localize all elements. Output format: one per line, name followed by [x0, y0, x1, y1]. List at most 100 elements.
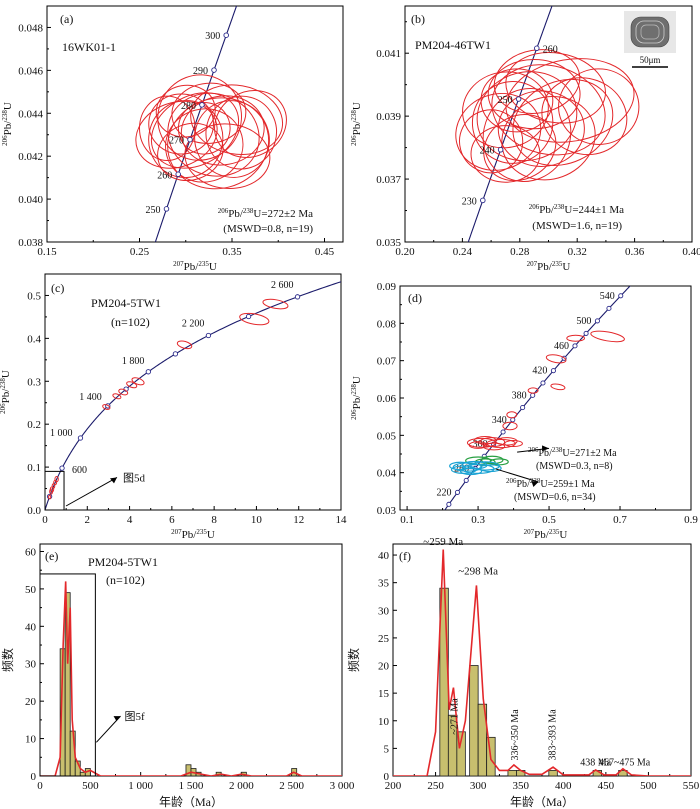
- error-ellipse: [470, 125, 541, 183]
- y-tick-label: 0.07: [377, 356, 397, 368]
- x-tick-label: 550: [683, 780, 700, 792]
- n-label: (n=102): [106, 573, 145, 587]
- peak-label: ~271 Ma: [450, 698, 461, 735]
- inset-box: [39, 573, 96, 777]
- error-ellipse: [139, 95, 196, 161]
- x-tick-label: 200: [385, 780, 402, 792]
- y-tick-label: 50: [25, 584, 37, 596]
- x-axis-label: 207Pb/235U: [173, 260, 217, 273]
- concordia-curve: [154, 6, 238, 242]
- age-marker: [534, 45, 540, 52]
- x-tick-label: 6: [169, 514, 175, 526]
- age-marker: [77, 435, 84, 441]
- y-tick-label: 0.044: [18, 108, 43, 120]
- x-axis-label: 207Pb/235U: [524, 528, 568, 541]
- x-tick-label: 0.15: [37, 246, 57, 258]
- x-axis-label: 207Pb/235U: [171, 528, 215, 541]
- error-ellipse: [126, 381, 138, 389]
- error-ellipse: [157, 74, 242, 161]
- y-tick-label: 0.2: [27, 419, 41, 431]
- kde-curve: [393, 549, 691, 776]
- age-marker: [572, 343, 578, 349]
- x-tick-label: 0.25: [130, 246, 150, 258]
- age-marker: [530, 392, 536, 398]
- error-ellipse: [112, 393, 122, 400]
- age-label: 290: [193, 66, 208, 77]
- y-tick-label: 0.037: [376, 174, 401, 186]
- error-ellipse: [48, 494, 52, 500]
- error-ellipse: [214, 90, 287, 158]
- x-tick-label: 0.1: [400, 514, 414, 526]
- y-tick-label: 10: [25, 734, 37, 746]
- error-ellipse: [482, 88, 572, 182]
- x-tick-label: 0.3: [471, 514, 485, 526]
- peak-label: ~259 Ma: [423, 536, 463, 548]
- age-marker: [550, 368, 556, 374]
- kde-curve: [40, 581, 342, 776]
- zircon-grain: [630, 16, 670, 48]
- y-tick-label: 35: [378, 578, 390, 590]
- age-marker: [175, 171, 181, 178]
- y-tick-label: 20: [25, 696, 37, 708]
- error-ellipse: [49, 488, 54, 495]
- age-label: 280: [181, 101, 196, 112]
- error-ellipse: [512, 78, 614, 166]
- y-tick-label: 0.039: [376, 111, 401, 123]
- y-axis-label: 206Pb/238U: [350, 102, 363, 146]
- age-marker: [618, 293, 624, 299]
- age-marker: [163, 206, 170, 212]
- error-ellipse: [505, 58, 635, 143]
- error-ellipse: [449, 461, 472, 471]
- y-tick-label: 0: [31, 771, 37, 783]
- x-tick-label: 250: [427, 780, 444, 792]
- panel-label: (f): [399, 549, 411, 563]
- x-tick-label: 0: [37, 780, 43, 792]
- x-tick-label: 300: [470, 780, 487, 792]
- error-ellipse: [566, 334, 586, 342]
- inset-link-label: 图5d: [123, 471, 145, 484]
- y-tick-label: 0.05: [377, 430, 397, 442]
- error-ellipse: [150, 92, 240, 169]
- age-label: 460: [554, 341, 569, 352]
- age-label: 2 200: [182, 318, 205, 329]
- y-tick-label: 0.4: [27, 333, 41, 345]
- x-tick-label: 8: [211, 514, 217, 526]
- x-tick-label: 12: [293, 514, 304, 526]
- histogram-bar: [507, 770, 517, 777]
- x-tick-label: 0.32: [568, 246, 587, 258]
- group2-arrow: [495, 468, 539, 483]
- age-marker: [500, 429, 506, 435]
- panel-c: 0 2 4 6 8 10 12 14 0.0 0.1 0.2 0.3 0.4 0.5 600 1 000 1 4…: [0, 273, 347, 541]
- y-tick-label: 0.5: [27, 290, 41, 302]
- error-ellipse: [148, 99, 224, 179]
- y-tick-label: 30: [378, 605, 390, 617]
- age-marker: [59, 465, 65, 471]
- age-marker: [594, 318, 600, 324]
- age-label: 500: [576, 316, 591, 327]
- error-ellipse: [176, 340, 193, 350]
- x-tick-label: 2: [85, 514, 91, 526]
- age-marker: [172, 351, 179, 357]
- age-marker: [446, 501, 452, 507]
- n-label: (n=102): [111, 315, 150, 329]
- panel-label: (d): [408, 291, 422, 305]
- age-marker: [520, 405, 526, 411]
- error-ellipse: [550, 383, 566, 391]
- error-ellipse: [493, 49, 581, 114]
- error-ellipse: [167, 97, 270, 190]
- error-ellipse: [506, 411, 518, 419]
- inset-arrowhead: [110, 477, 117, 484]
- x-tick-label: 0.9: [684, 514, 698, 526]
- error-ellipse: [171, 82, 247, 144]
- y-tick-label: 15: [378, 688, 390, 700]
- error-ellipse: [497, 90, 585, 167]
- group1-arrowhead: [542, 445, 550, 452]
- error-ellipse: [131, 377, 145, 386]
- panel-b: 0.20 0.24 0.28 0.32 0.36 0.40 0.035 0.037 0.039 0…: [350, 5, 700, 273]
- age-label: 270: [169, 136, 184, 147]
- histogram-bar: [79, 771, 86, 777]
- peak-label: 383~393 Ma: [548, 709, 559, 761]
- error-ellipse: [118, 388, 129, 396]
- error-ellipse: [479, 464, 502, 473]
- histogram-bar: [469, 665, 479, 777]
